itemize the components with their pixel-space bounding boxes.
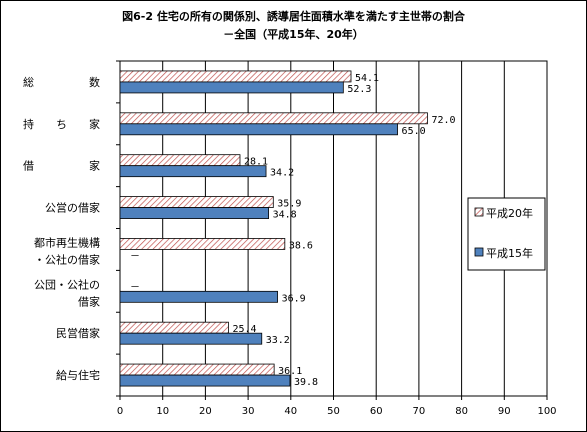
x-tick-label: 80 (455, 406, 468, 417)
x-tick-label: 40 (284, 406, 297, 417)
x-tick-label: 100 (537, 406, 556, 417)
category-label: 公営の借家 (45, 201, 100, 215)
bar (119, 81, 344, 94)
bar (119, 332, 263, 345)
legend-swatch (474, 247, 484, 257)
bar (119, 70, 352, 83)
x-tick-label: 90 (498, 406, 511, 417)
data-label: 36.1 (278, 366, 302, 377)
bar (119, 238, 286, 250)
data-label: － (130, 282, 140, 293)
bar (119, 321, 229, 334)
category-label: 持 ち 家 (23, 117, 100, 131)
data-label: 34.2 (270, 168, 294, 179)
data-label: 36.9 (282, 293, 306, 304)
data-label: 33.2 (266, 335, 290, 346)
category-label: 都市再生機構 (34, 235, 100, 249)
data-label: － (130, 251, 140, 262)
data-label: 54.1 (355, 73, 379, 84)
category-label: 公団・公社の (34, 277, 100, 291)
x-tick-label: 30 (242, 406, 255, 417)
x-tick-label: 20 (199, 406, 212, 417)
bar (119, 154, 241, 167)
data-label: 52.3 (347, 84, 371, 95)
chart-subtitle: －全国（平成15年、20年） (223, 28, 364, 41)
bar (119, 123, 398, 136)
legend-swatch (474, 207, 484, 217)
x-tick-label: 10 (156, 406, 169, 417)
x-tick-label: 50 (327, 406, 340, 417)
data-label: 28.1 (244, 157, 268, 168)
data-label: 38.6 (289, 240, 313, 251)
data-label: 72.0 (431, 115, 455, 126)
category-label: 給与住宅 (56, 368, 100, 382)
legend (467, 197, 546, 271)
category-label: 借家 (78, 294, 100, 308)
x-tick-label: 70 (413, 406, 426, 417)
data-label: 34.8 (273, 210, 297, 221)
category-label: 借 家 (23, 159, 100, 173)
x-tick-label: 60 (370, 406, 383, 417)
legend-label: 平成20年 (486, 206, 533, 220)
data-label: 65.0 (402, 126, 426, 137)
bar (119, 363, 275, 376)
bar (119, 290, 278, 303)
data-label: 35.9 (277, 199, 301, 210)
category-label: 民営借家 (56, 326, 100, 340)
category-label: 総 数 (23, 75, 100, 89)
bar (119, 112, 428, 125)
chart-title: 図6-2 住宅の所有の関係別、誘導居住面積水準を満たす主世帯の割合 (122, 10, 465, 23)
bar (119, 196, 274, 208)
x-tick-label: 0 (117, 406, 123, 417)
data-label: 25.4 (232, 324, 256, 335)
bar (119, 207, 269, 219)
bar (119, 165, 267, 178)
data-label: 39.8 (294, 377, 318, 388)
bar (119, 374, 291, 387)
category-label: ・公社の借家 (34, 252, 100, 266)
legend-label: 平成15年 (486, 246, 533, 260)
